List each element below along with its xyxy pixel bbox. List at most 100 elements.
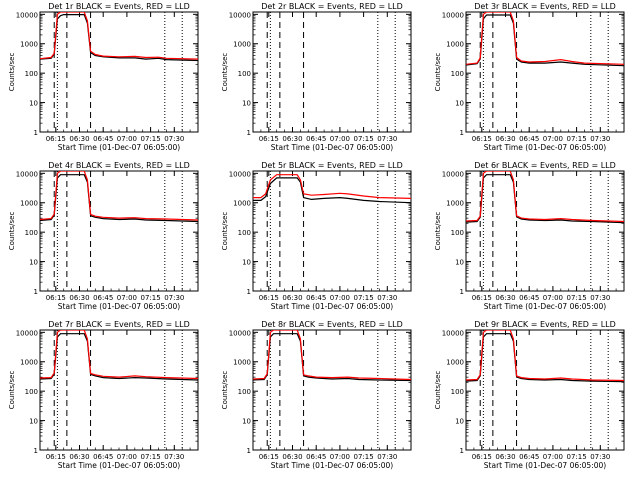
panel-title: Det 1r BLACK = Events, RED = LLD xyxy=(48,2,190,11)
x-axis-label: Start Time (01-Dec-07 06:05:00) xyxy=(271,302,393,311)
panel-title: Det 9r BLACK = Events, RED = LLD xyxy=(474,320,616,329)
x-tick-label: 07:15 xyxy=(141,453,161,461)
y-tick-label: 1 xyxy=(460,447,464,455)
y-axis-label: Counts/sec xyxy=(434,212,442,251)
x-tick-label: 06:15 xyxy=(259,135,279,143)
panel-title: Det 4r BLACK = Events, RED = LLD xyxy=(48,161,190,170)
x-tick-label: 07:15 xyxy=(354,135,374,143)
y-tick-label: 1 xyxy=(34,288,38,296)
lld-series-line xyxy=(466,12,624,65)
x-tick-label: 06:45 xyxy=(306,135,326,143)
y-tick-label: 1000 xyxy=(20,359,38,367)
y-tick-label: 10000 xyxy=(442,329,464,337)
plot-frame xyxy=(465,329,625,451)
lld-series-line xyxy=(40,330,198,380)
y-tick-label: 10 xyxy=(455,100,464,108)
x-tick-label: 06:30 xyxy=(495,294,515,302)
lld-series-line xyxy=(253,330,411,381)
x-tick-label: 07:30 xyxy=(164,453,184,461)
y-tick-label: 10 xyxy=(29,259,38,267)
panel-7: Det 7r BLACK = Events, RED = LLD 1 10 100 10… xyxy=(8,320,199,470)
panel-title: Det 3r BLACK = Events, RED = LLD xyxy=(474,2,616,11)
x-tick-label: 07:30 xyxy=(590,294,610,302)
y-tick-label: 1000 xyxy=(233,41,251,49)
x-tick-label: 06:45 xyxy=(93,294,113,302)
y-tick-label: 100 xyxy=(451,229,464,237)
y-tick-label: 100 xyxy=(238,70,251,78)
plot-frame xyxy=(39,170,199,292)
x-tick-label: 07:00 xyxy=(330,135,350,143)
y-tick-label: 1000 xyxy=(446,41,464,49)
panel-6: Det 6r BLACK = Events, RED = LLD 1 10 100 10… xyxy=(434,161,625,311)
panel-1: Det 1r BLACK = Events, RED = LLD 1 10 100 10… xyxy=(8,2,199,152)
x-axis-label: Start Time (01-Dec-07 06:05:00) xyxy=(271,143,393,152)
x-tick-label: 07:00 xyxy=(117,453,137,461)
y-tick-label: 1 xyxy=(34,129,38,137)
x-tick-label: 07:30 xyxy=(377,135,397,143)
y-tick-label: 1000 xyxy=(233,359,251,367)
x-axis-label: Start Time (01-Dec-07 06:05:00) xyxy=(58,143,180,152)
y-tick-label: 1000 xyxy=(446,200,464,208)
x-tick-label: 06:15 xyxy=(46,453,66,461)
panel-8: Det 8r BLACK = Events, RED = LLD 1 10 100 10… xyxy=(221,320,412,470)
y-tick-label: 1 xyxy=(247,288,251,296)
events-series-line xyxy=(253,177,411,204)
y-axis-label: Counts/sec xyxy=(434,371,442,410)
x-tick-label: 06:15 xyxy=(46,294,66,302)
x-tick-label: 06:15 xyxy=(259,294,279,302)
x-tick-label: 07:30 xyxy=(590,135,610,143)
lld-series-line xyxy=(253,174,411,199)
x-tick-label: 07:15 xyxy=(354,453,374,461)
y-tick-label: 10000 xyxy=(16,329,38,337)
x-axis-label: Start Time (01-Dec-07 06:05:00) xyxy=(484,302,606,311)
x-tick-label: 07:15 xyxy=(567,135,587,143)
x-tick-label: 07:00 xyxy=(330,453,350,461)
x-tick-label: 06:15 xyxy=(259,453,279,461)
x-tick-label: 07:30 xyxy=(377,294,397,302)
x-tick-label: 06:30 xyxy=(69,294,89,302)
plot-frame xyxy=(465,11,625,133)
x-tick-label: 07:00 xyxy=(543,294,563,302)
y-tick-label: 100 xyxy=(25,70,38,78)
x-tick-label: 07:00 xyxy=(330,294,350,302)
y-tick-label: 10000 xyxy=(16,11,38,19)
x-tick-label: 06:45 xyxy=(519,135,539,143)
y-tick-label: 10 xyxy=(455,259,464,267)
x-axis-label: Start Time (01-Dec-07 06:05:00) xyxy=(484,461,606,470)
y-axis-label: Counts/sec xyxy=(8,212,16,251)
y-tick-label: 1000 xyxy=(20,41,38,49)
y-tick-label: 1 xyxy=(34,447,38,455)
x-tick-label: 06:45 xyxy=(93,453,113,461)
x-tick-label: 06:30 xyxy=(495,135,515,143)
x-tick-label: 07:30 xyxy=(377,453,397,461)
x-tick-label: 07:15 xyxy=(354,294,374,302)
x-tick-label: 06:30 xyxy=(282,135,302,143)
y-tick-label: 1000 xyxy=(20,200,38,208)
y-tick-label: 10 xyxy=(29,418,38,426)
y-tick-label: 10000 xyxy=(442,11,464,19)
x-tick-label: 07:15 xyxy=(141,294,161,302)
y-tick-label: 100 xyxy=(451,70,464,78)
y-tick-label: 10000 xyxy=(229,170,251,178)
panel-title: Det 7r BLACK = Events, RED = LLD xyxy=(48,320,190,329)
panel-2: Det 2r BLACK = Events, RED = LLD 1 10 100 10… xyxy=(221,2,412,152)
plot-frame xyxy=(465,170,625,292)
y-tick-label: 10000 xyxy=(229,329,251,337)
y-tick-label: 1000 xyxy=(446,359,464,367)
x-tick-label: 06:45 xyxy=(306,294,326,302)
y-tick-label: 10 xyxy=(455,418,464,426)
lld-series-line xyxy=(466,330,624,382)
panel-5: Det 5r BLACK = Events, RED = LLD 1 10 100 10… xyxy=(221,161,412,311)
events-series-line xyxy=(466,174,624,224)
events-series-line xyxy=(40,174,198,223)
x-tick-label: 06:30 xyxy=(495,453,515,461)
x-tick-label: 07:15 xyxy=(141,135,161,143)
x-tick-label: 06:30 xyxy=(69,453,89,461)
events-series-line xyxy=(40,14,198,62)
x-tick-label: 06:15 xyxy=(472,294,492,302)
y-tick-label: 1 xyxy=(247,447,251,455)
y-tick-label: 1 xyxy=(247,129,251,137)
x-tick-label: 06:45 xyxy=(306,453,326,461)
y-tick-label: 10 xyxy=(242,259,251,267)
